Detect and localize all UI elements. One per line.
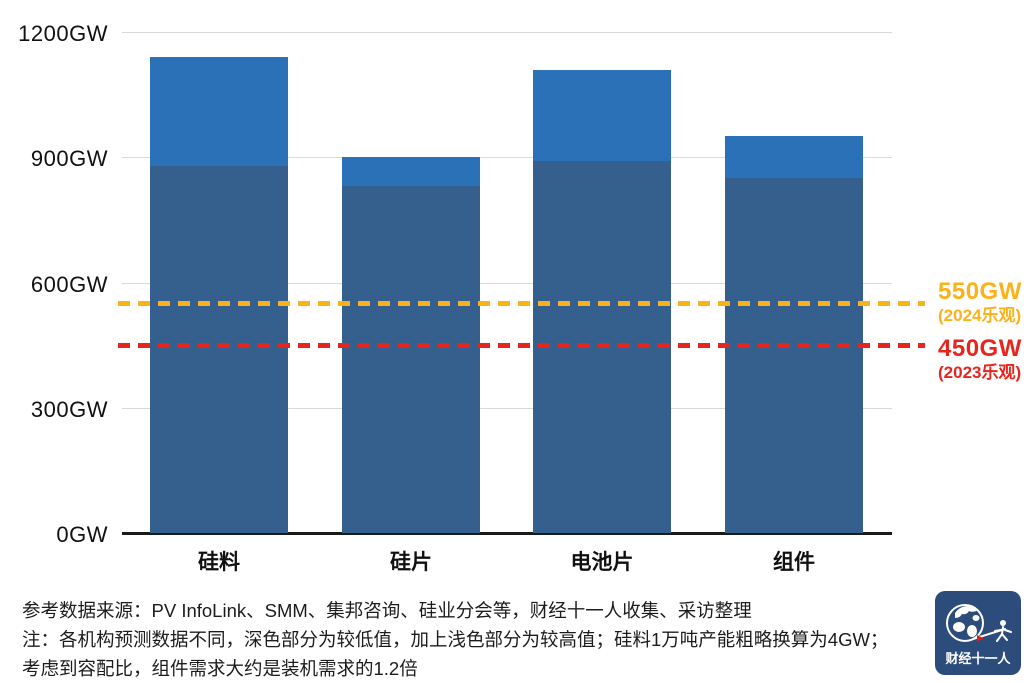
reference-sublabel: (2024乐观) bbox=[938, 306, 1022, 325]
reference-label-550gw: 550GW (2024乐观) bbox=[938, 279, 1022, 327]
reference-label-450gw: 450GW (2023乐观) bbox=[938, 336, 1022, 384]
y-tick-label: 0GW bbox=[56, 522, 108, 547]
gridline bbox=[122, 408, 892, 409]
y-tick-label: 1200GW bbox=[18, 21, 108, 46]
x-axis-line bbox=[122, 532, 892, 535]
bar-2-high-segment bbox=[533, 70, 671, 162]
reference-sublabel: (2023乐观) bbox=[938, 363, 1022, 382]
gridline bbox=[122, 157, 892, 158]
footnote-note2: 考虑到容配比，组件需求大约是装机需求的1.2倍 bbox=[22, 658, 418, 679]
x-category-label: 硅料 bbox=[198, 551, 240, 574]
footnote-note: 注：各机构预测数据不同，深色部分为较低值，加上浅色部分为较高值；硅料1万吨产能粗… bbox=[22, 629, 889, 650]
caijing-eleven-logo: 财经十一人 bbox=[935, 591, 1021, 675]
reference-line-550gw bbox=[118, 301, 925, 306]
gridline bbox=[122, 283, 892, 284]
bar-0-low-segment bbox=[150, 166, 288, 533]
y-tick-label: 600GW bbox=[30, 272, 108, 297]
bar-3-high-segment bbox=[725, 136, 863, 178]
logo-text: 财经十一人 bbox=[945, 651, 1011, 666]
bar-3-low-segment bbox=[725, 178, 863, 533]
bar-1-high-segment bbox=[342, 157, 480, 186]
reference-line-450gw bbox=[118, 343, 925, 348]
logo-graphic: 财经十一人 bbox=[935, 591, 1021, 675]
bar-1-low-segment bbox=[342, 186, 480, 533]
y-tick-label: 300GW bbox=[30, 397, 108, 422]
reference-value: 450GW bbox=[938, 335, 1022, 362]
y-tick-label: 900GW bbox=[30, 146, 108, 171]
bar-0-high-segment bbox=[150, 57, 288, 166]
gridline bbox=[122, 32, 892, 33]
footnote-source: 参考数据来源：PV InfoLink、SMM、集邦咨询、硅业分会等，财经十一人收… bbox=[22, 600, 752, 621]
x-category-label: 组件 bbox=[773, 551, 815, 574]
x-category-label: 硅片 bbox=[390, 551, 432, 574]
reference-value: 550GW bbox=[938, 278, 1022, 305]
footnotes: 参考数据来源：PV InfoLink、SMM、集邦咨询、硅业分会等，财经十一人收… bbox=[22, 596, 912, 683]
flag-icon bbox=[977, 635, 984, 642]
globe-icon bbox=[946, 604, 984, 642]
x-category-label: 电池片 bbox=[570, 551, 634, 574]
